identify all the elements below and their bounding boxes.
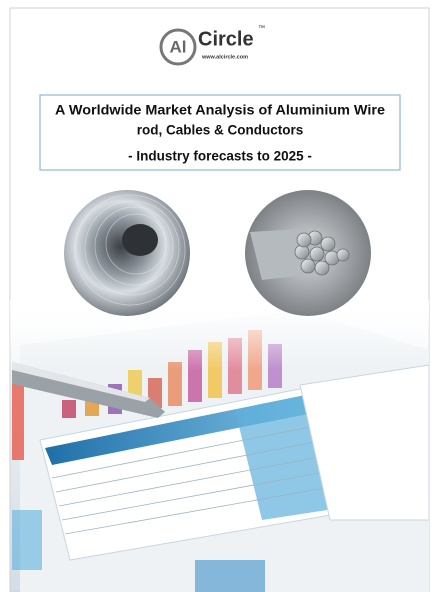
logo-mark: Al <box>170 37 187 56</box>
edge-chart <box>12 510 42 570</box>
subtitle: - Industry forecasts to 2025 - <box>128 149 312 164</box>
page: Al Circle ™ www.alcircle.com A Worldwide… <box>0 0 439 592</box>
edge-bar <box>12 380 24 460</box>
title-line: rod, Cables & Conductors <box>137 123 304 138</box>
title-line: A Worldwide Market Analysis of Aluminium… <box>55 103 386 118</box>
bottom-chart <box>195 560 265 592</box>
wire-coil-image <box>64 190 190 316</box>
logo-url: www.alcircle.com <box>201 54 248 60</box>
logo-name: Circle <box>198 28 254 50</box>
photo-fade <box>10 300 429 370</box>
photo <box>10 300 429 592</box>
logo-trademark: ™ <box>258 25 265 32</box>
cable-image <box>245 190 371 316</box>
cover: Al Circle ™ www.alcircle.com A Worldwide… <box>0 0 439 592</box>
